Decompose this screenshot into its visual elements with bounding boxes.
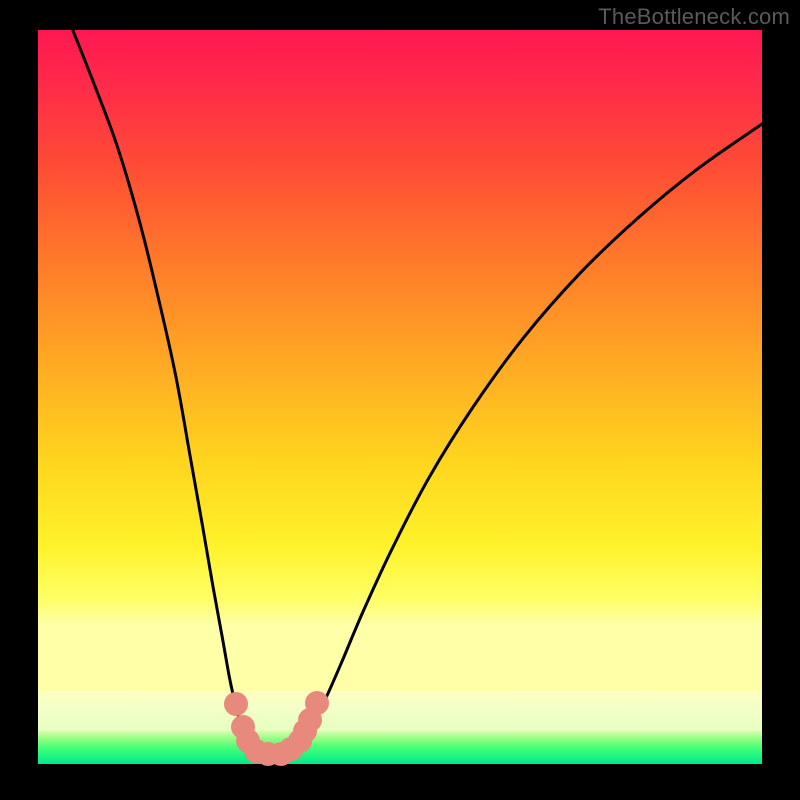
curve-marker <box>224 692 248 716</box>
curve-marker <box>305 691 329 715</box>
bottleneck-curve <box>38 30 762 764</box>
chart-canvas: TheBottleneck.com <box>0 0 800 800</box>
watermark-text: TheBottleneck.com <box>598 4 790 30</box>
curve-path <box>73 30 762 754</box>
plot-area <box>38 30 762 764</box>
